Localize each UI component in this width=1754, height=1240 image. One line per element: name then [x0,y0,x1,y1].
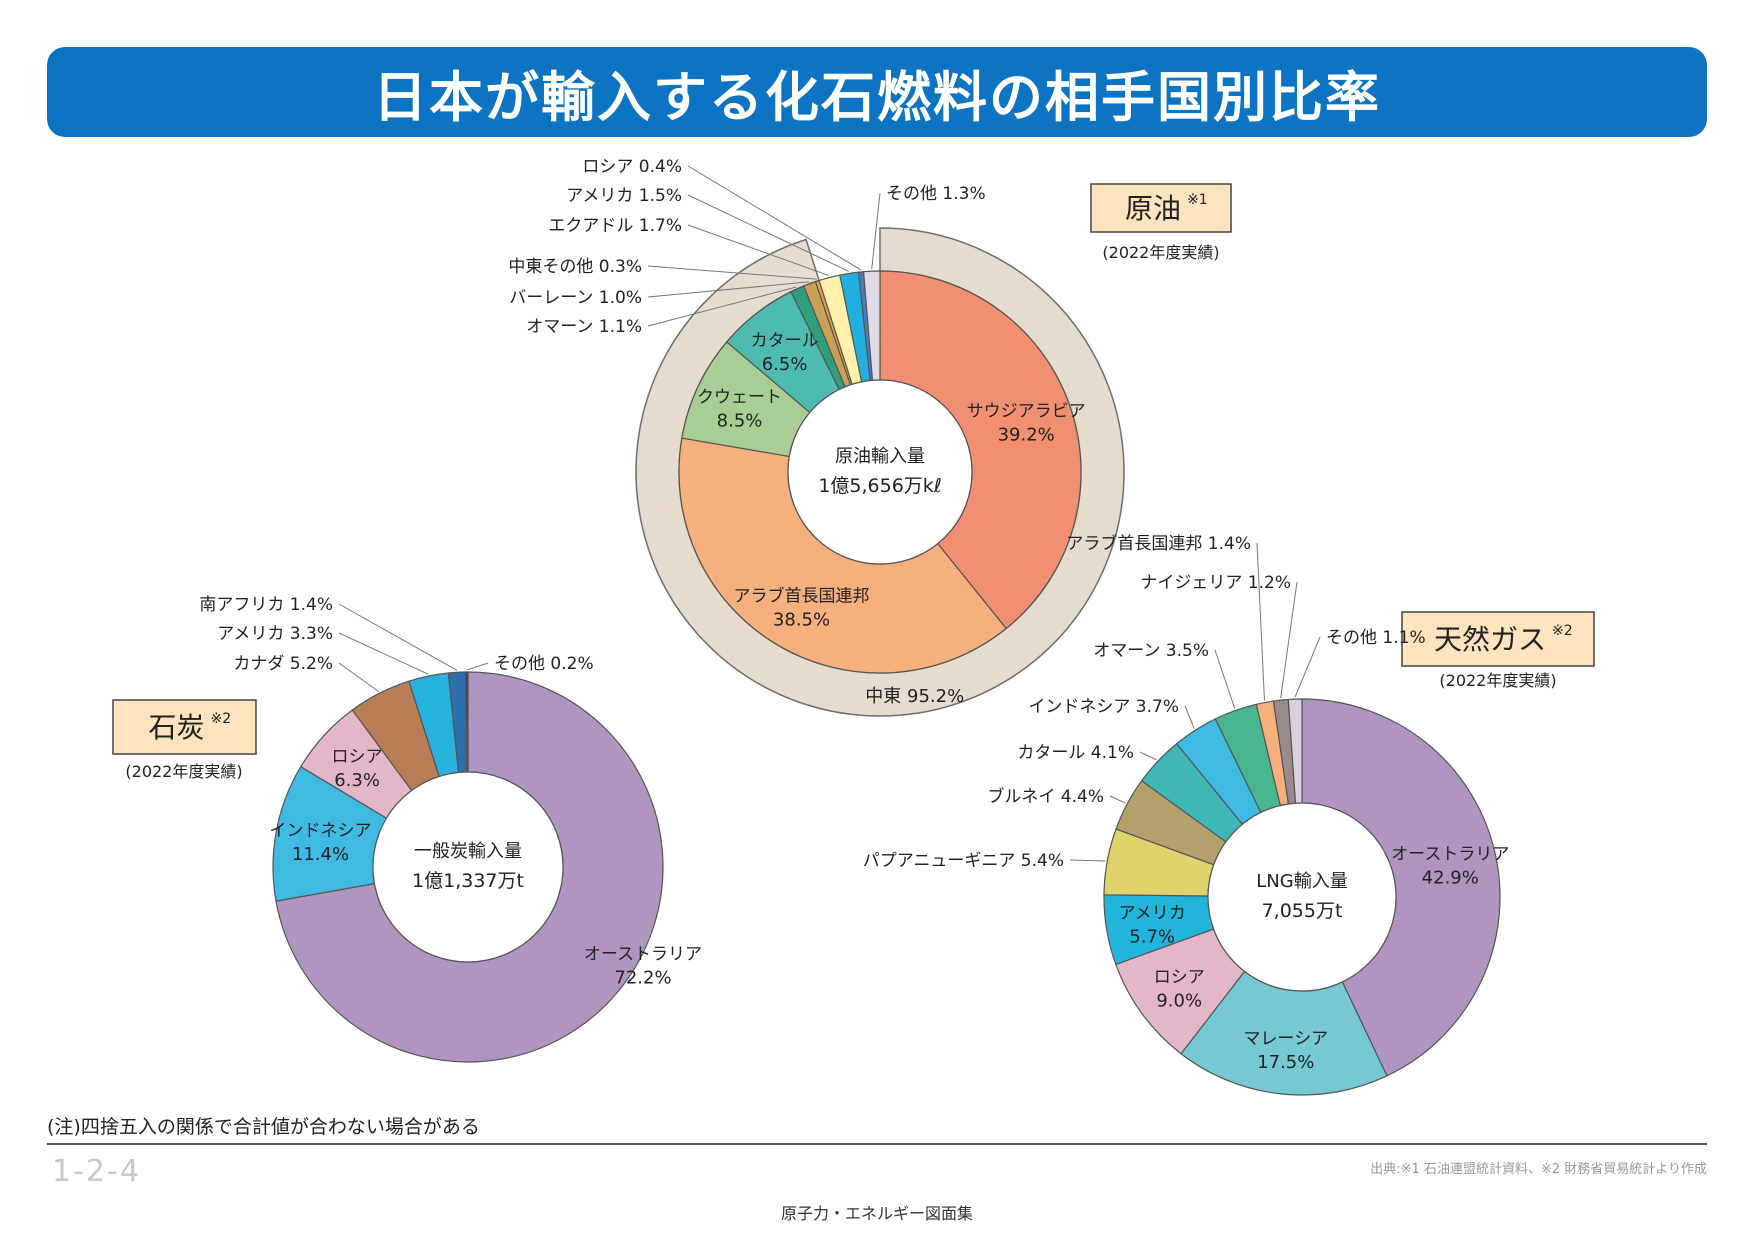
slice-label: オーストラリア [584,944,702,964]
center-hole [372,771,564,963]
center-hole [787,379,973,565]
callout-label: オマーン 1.1% [526,317,642,337]
slice-value: 17.5% [1257,1052,1314,1073]
slice-value: 72.2% [614,967,671,988]
leader-line [1256,542,1265,701]
slice-value: 38.5% [773,610,830,631]
leader-line [687,165,862,271]
slice-value: 6.3% [334,770,380,791]
source-credit: 出典:※1 石油連盟統計資料、※2 財務省貿易統計より作成 [1370,1162,1707,1177]
callout-label: アラブ首長国連邦 1.4% [1066,533,1251,554]
chart-2 [1069,542,1595,1096]
slice-label: サウジアラビア [967,401,1086,421]
callout-label: その他 1.1% [1326,628,1426,648]
divider [47,1143,1707,1145]
callout-label: カナダ 5.2% [233,654,333,674]
chart-1 [112,603,664,1063]
slice-label: ロシア [1154,968,1205,988]
leader-line [1214,649,1236,709]
callout-label: アメリカ 1.5% [566,186,682,206]
chart-title: 原油 [1125,192,1181,225]
callout-label: オマーン 3.5% [1093,641,1209,661]
leader-line [687,194,850,272]
slice-label: マレーシア [1243,1029,1328,1049]
chart-title-sup: ※2 [1552,623,1573,639]
center-label: 一般炭輸入量 [414,841,522,862]
callout-label: ナイジェリア 1.2% [1140,573,1291,593]
callout-label: ロシア 0.4% [582,157,682,177]
callout-label: 中東その他 0.3% [508,257,642,277]
callout-label: その他 0.2% [494,654,594,674]
callout-label: カタール 4.1% [1017,743,1134,763]
slice-value: 5.7% [1129,926,1175,947]
center-hole [1207,802,1397,992]
leader-line [1069,859,1106,862]
leader-line [687,224,830,277]
slice-value: 9.0% [1156,991,1202,1012]
center-value: 7,055万t [1262,900,1343,922]
leader-line [647,281,809,298]
chart-subtitle: (2022年度実績) [125,762,242,781]
callout-label: その他 1.3% [886,184,986,204]
mideast-label: 中東 95.2% [865,686,964,707]
slice-value: 11.4% [292,844,349,865]
leader-line [1184,705,1195,729]
slice-label: インドネシア [269,821,371,841]
chart-title: 天然ガス [1434,623,1546,656]
slice-label: クウェート [697,387,782,407]
leader-line [1109,795,1126,804]
chart-subtitle: (2022年度実績) [1102,243,1219,262]
callout-label: アメリカ 3.3% [217,624,333,644]
leader-line [338,662,379,692]
slice-value: 6.5% [762,354,808,375]
leader-line [1139,751,1157,761]
page-title: 日本が輸入する化石燃料の相手国別比率 [47,47,1707,137]
chart-subtitle: (2022年度実績) [1439,671,1556,690]
callout-label: パプアニューギニア 5.4% [863,851,1064,871]
chart-title-tag [1401,611,1595,667]
slice-label: アラブ首長国連邦 [734,586,870,607]
leader-line [1294,636,1321,698]
callout-label: 南アフリカ 1.4% [199,595,333,615]
center-label: LNG輸入量 [1256,871,1347,892]
center-label: 原油輸入量 [835,446,925,467]
leader-line [338,632,429,675]
slice-value: 39.2% [998,424,1055,445]
footnote: (注)四捨五入の関係で合計値が合わない場合がある [47,1116,480,1138]
page-number: 1-2-4 [52,1154,141,1189]
chart-title: 石炭 [148,711,204,744]
leader-line [1280,581,1298,699]
callout-label: エクアドル 1.7% [548,216,682,236]
leader-line [647,265,817,280]
center-value: 1億1,337万t [412,870,524,892]
slice-label: アメリカ [1119,903,1186,923]
chart-0 [635,165,1232,717]
slice-value: 42.9% [1422,868,1479,889]
slice-label: オーストラリア [1391,845,1509,865]
chart-title-sup: ※1 [1187,192,1208,208]
chart-title-tag [1090,183,1232,233]
leader-line [871,192,881,270]
chart-title-tag [112,699,257,755]
leader-line [466,662,489,671]
slice-label: カタール [751,331,819,351]
slice-label: ロシア [332,747,383,767]
callout-label: ブルネイ 4.4% [987,786,1104,807]
leader-line [647,286,797,327]
center-value: 1億5,656万kℓ [818,475,941,497]
callout-label: バーレーン 1.0% [509,288,642,308]
callout-label: インドネシア 3.7% [1028,697,1179,717]
footer-title: 原子力・エネルギー図面集 [780,1204,973,1223]
chart-title-sup: ※2 [211,711,232,727]
leader-line [338,603,458,671]
slice-value: 8.5% [717,410,763,431]
